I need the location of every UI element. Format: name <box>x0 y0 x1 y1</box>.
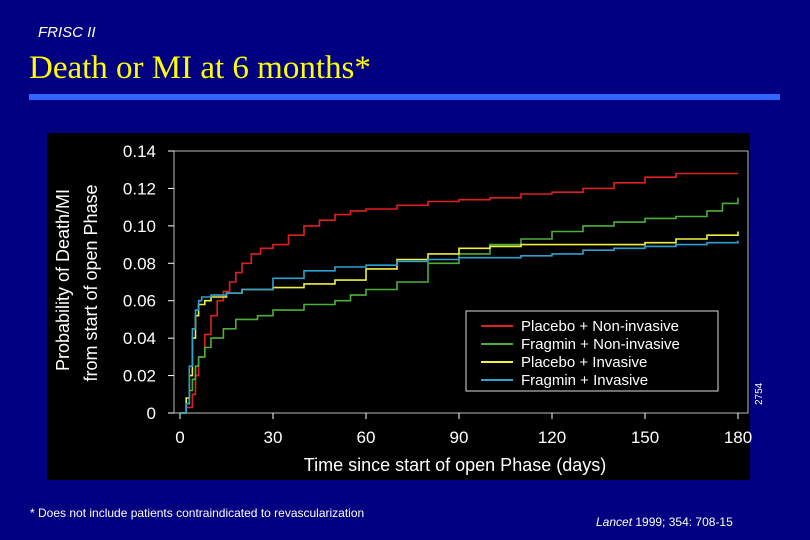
x-tick-label: 0 <box>175 428 184 447</box>
y-tick-label: 0.04 <box>123 329 156 348</box>
header-label: FRISC II <box>38 24 96 41</box>
citation-reference: 1999; 354: 708-15 <box>632 515 733 529</box>
series-line <box>180 197 739 414</box>
citation: Lancet 1999; 354: 708-15 <box>596 515 733 529</box>
x-tick-label: 90 <box>450 428 469 447</box>
y-tick-label: 0.10 <box>123 217 156 236</box>
chart-panel <box>47 133 750 480</box>
citation-journal: Lancet <box>596 515 633 529</box>
footnote: * Does not include patients contraindica… <box>30 506 365 520</box>
side-code: 2754 <box>754 382 765 405</box>
x-tick-label: 30 <box>264 428 283 447</box>
title-rule <box>29 94 780 100</box>
x-tick-label: 60 <box>357 428 376 447</box>
y-tick-label: 0 <box>147 404 156 423</box>
x-tick-label: 180 <box>724 428 752 447</box>
y-tick-label: 0.14 <box>123 142 156 161</box>
x-axis-label: Time since start of open Phase (days) <box>304 455 606 475</box>
legend-box <box>465 310 719 392</box>
y-axis: 0 0.02 0.04 0.06 0.08 0.10 0.12 0.14 <box>123 142 174 423</box>
y-tick-label: 0.06 <box>123 292 156 311</box>
series-line <box>180 240 739 414</box>
y-axis-label-line-1: Probability of Death/MI <box>53 189 73 371</box>
legend-label: Fragmin + Non-invasive <box>521 336 680 353</box>
y-tick-label: 0.08 <box>123 254 156 273</box>
legend-label: Placebo + Invasive <box>521 354 647 371</box>
y-tick-label: 0.02 <box>123 367 156 386</box>
x-axis: 0 30 60 90 120 150 180 <box>175 413 752 447</box>
legend-label: Fragmin + Invasive <box>521 372 648 389</box>
plot-area <box>173 150 749 414</box>
slide-title: Death or MI at 6 months* <box>29 50 371 86</box>
y-axis-label-line-2: from start of open Phase <box>81 184 101 381</box>
y-tick-label: 0.12 <box>123 179 156 198</box>
series-line <box>180 172 738 414</box>
x-tick-label: 120 <box>538 428 566 447</box>
series-lines <box>180 172 739 414</box>
legend-label: Placebo + Non-invasive <box>521 318 679 335</box>
x-tick-label: 150 <box>631 428 659 447</box>
